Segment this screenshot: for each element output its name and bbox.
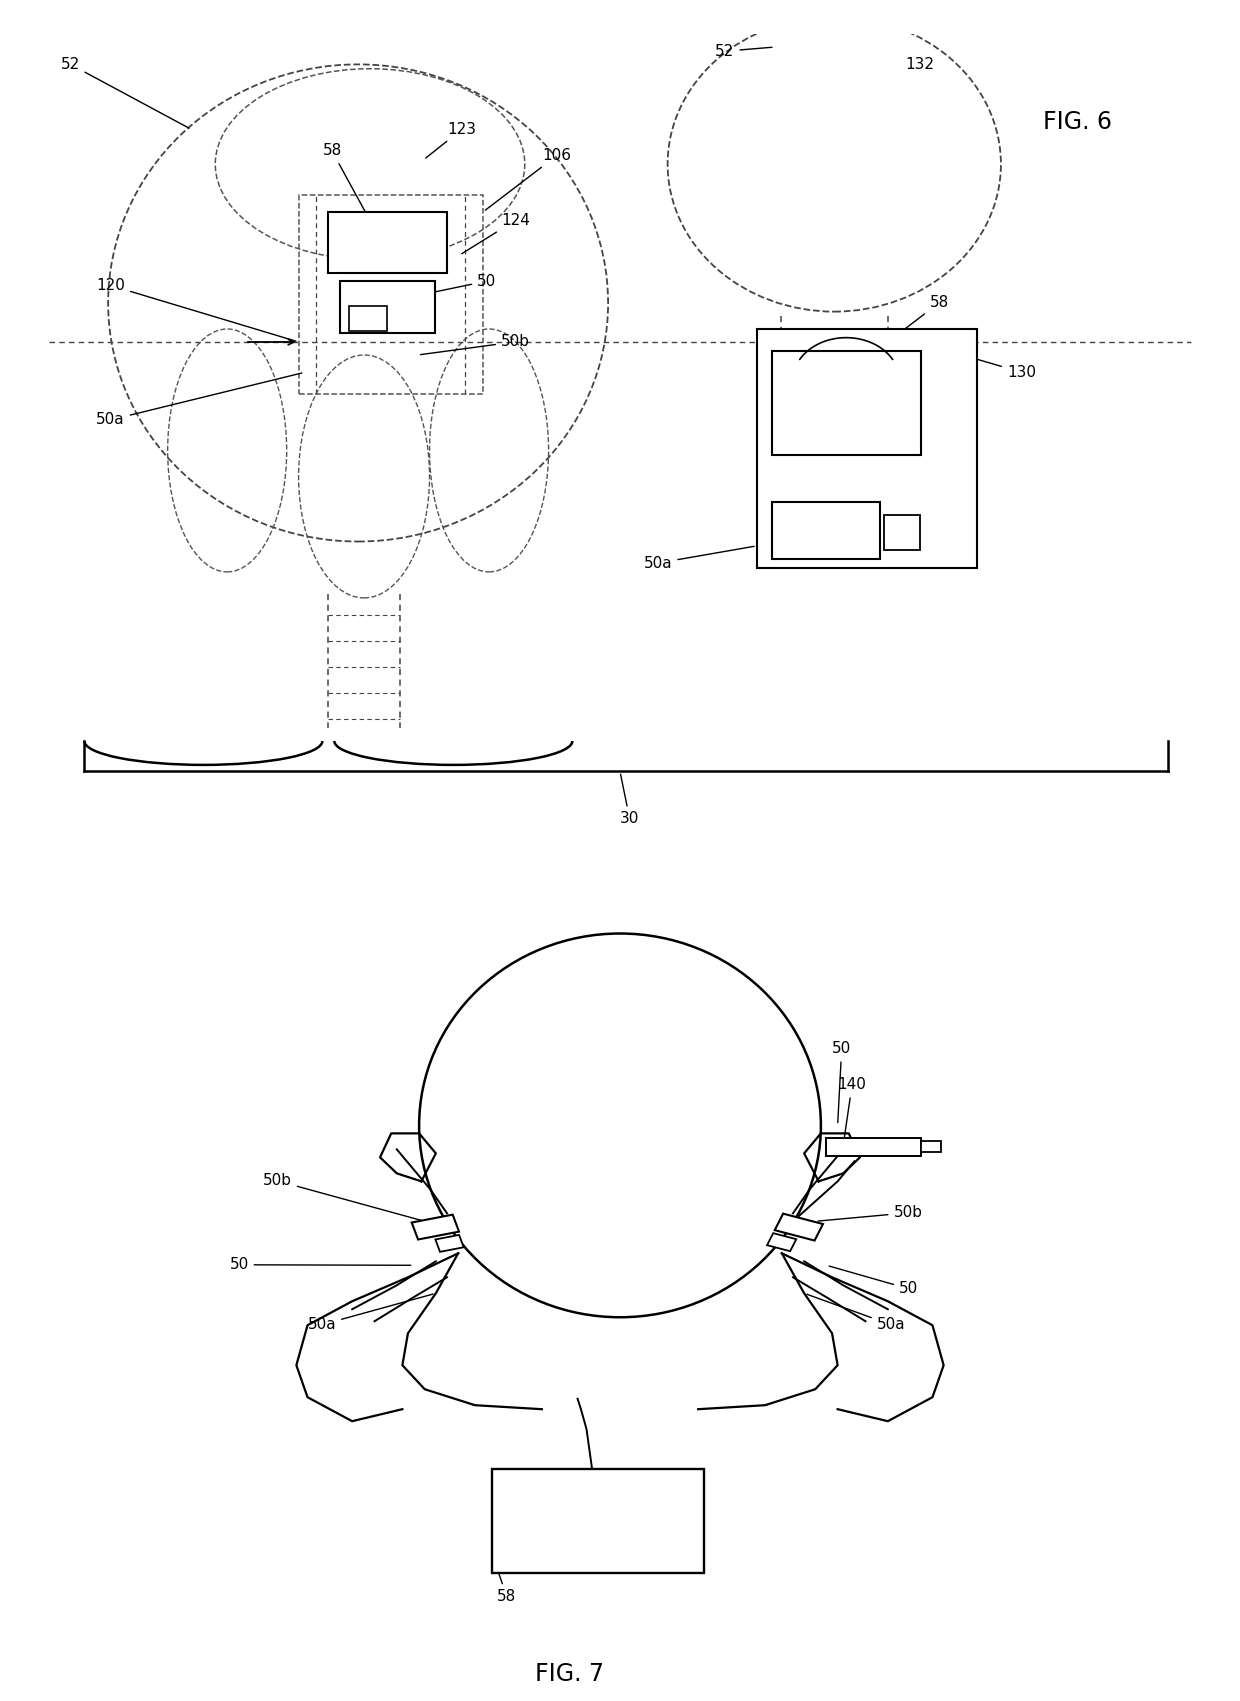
Text: 50: 50 <box>427 274 496 294</box>
Bar <box>775 505 879 558</box>
Text: 52: 52 <box>61 56 188 128</box>
Text: 50a: 50a <box>308 1294 433 1332</box>
Text: 52: 52 <box>715 44 773 60</box>
Text: 50b: 50b <box>890 534 976 558</box>
Text: 30: 30 <box>620 774 640 827</box>
Text: 106: 106 <box>485 148 572 211</box>
Bar <box>491 1470 704 1573</box>
Text: 50b: 50b <box>263 1174 422 1221</box>
Text: 50: 50 <box>830 1266 919 1296</box>
Text: 50b: 50b <box>420 335 529 354</box>
Bar <box>763 337 971 463</box>
Text: 130: 130 <box>920 344 1035 379</box>
Bar <box>435 1235 464 1252</box>
Text: 122: 122 <box>897 391 970 407</box>
Bar <box>335 218 441 269</box>
Bar <box>299 194 484 395</box>
Text: 120: 120 <box>97 277 296 342</box>
Bar <box>756 328 977 568</box>
Bar <box>775 1213 823 1240</box>
Text: FIG. 6: FIG. 6 <box>1043 111 1111 134</box>
Text: 50: 50 <box>229 1257 410 1272</box>
Text: 58: 58 <box>890 296 949 340</box>
Bar <box>412 1215 459 1240</box>
Bar <box>348 306 387 330</box>
Bar <box>342 284 432 332</box>
Bar <box>826 1138 921 1155</box>
Bar <box>773 502 879 560</box>
Text: 50a: 50a <box>644 546 754 570</box>
Text: 50a: 50a <box>97 373 301 427</box>
Text: 124: 124 <box>461 213 529 253</box>
Text: 140: 140 <box>838 1077 867 1143</box>
Bar <box>340 281 435 333</box>
Text: 123: 123 <box>425 122 476 158</box>
Text: FIG. 7: FIG. 7 <box>536 1662 604 1686</box>
Text: 50: 50 <box>909 439 978 463</box>
Bar <box>329 213 448 272</box>
Text: 132: 132 <box>905 56 935 71</box>
Text: 58: 58 <box>492 1556 517 1604</box>
Text: 50a: 50a <box>807 1294 905 1332</box>
Text: 58: 58 <box>322 143 368 218</box>
Bar <box>773 350 921 454</box>
Text: 50: 50 <box>832 1041 852 1123</box>
Bar <box>884 515 920 549</box>
Bar <box>921 1141 941 1152</box>
Text: 50b: 50b <box>818 1206 923 1221</box>
Bar <box>768 1233 796 1252</box>
